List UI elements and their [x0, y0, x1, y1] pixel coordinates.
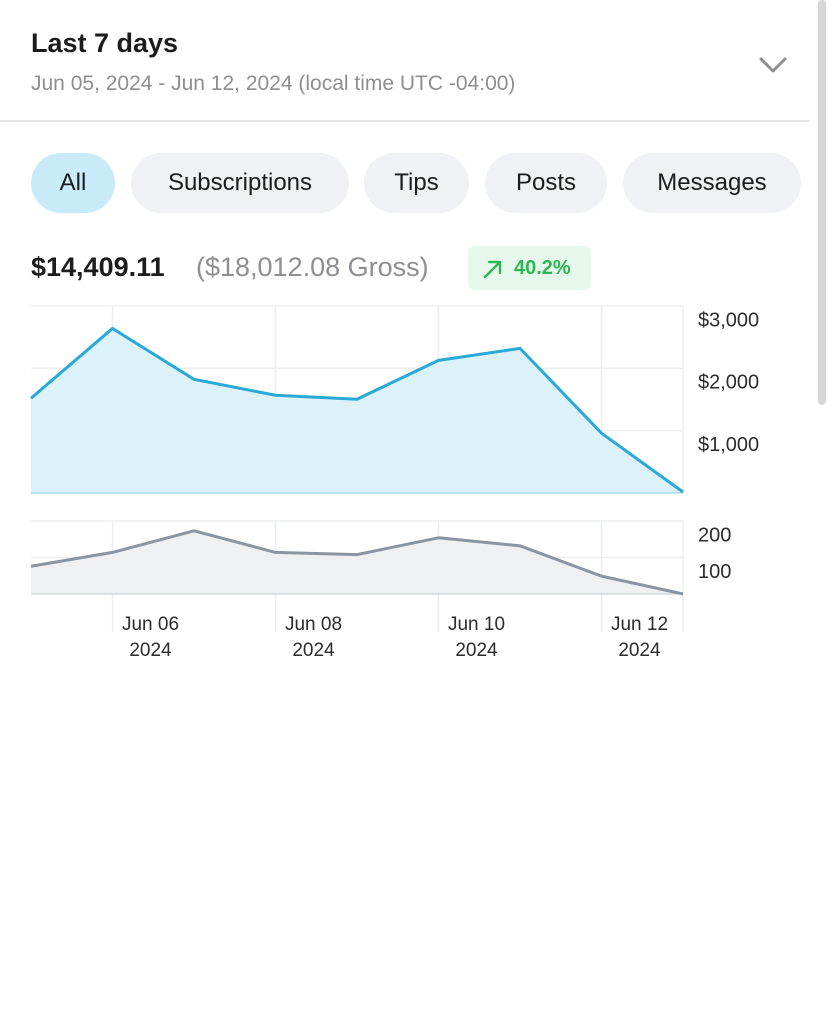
divider [0, 120, 810, 122]
y-tick-label: $1,000 [698, 434, 759, 456]
y-tick-label: $2,000 [698, 372, 759, 394]
change-value: 40.2% [514, 257, 571, 279]
area-fill [31, 530, 683, 594]
y-tick-label: $3,000 [698, 309, 759, 331]
title: Last 7 days [31, 28, 179, 58]
scrollbar [818, 0, 826, 405]
gross-amount: ($18,012.08 Gross) [196, 252, 429, 282]
x-tick-label: Jun 08 2024 [284, 614, 343, 661]
y-tick-label: 200 [698, 524, 731, 546]
y-tick-label: 100 [698, 561, 731, 583]
area-fill [31, 328, 683, 493]
arrow-up-right [483, 260, 502, 279]
x-tick-label: Jun 10 2024 [447, 614, 506, 661]
change-badge: 40.2% [468, 246, 591, 290]
subtitle: Jun 05, 2024 - Jun 12, 2024 (local time … [31, 72, 516, 95]
tab[interactable]: Subscriptions [131, 153, 349, 213]
area-line [30, 326, 684, 494]
chevron-down[interactable] [755, 52, 791, 78]
area-line [30, 529, 684, 596]
x-tick-label: Jun 12 2024 [610, 614, 669, 661]
tab[interactable]: Posts [485, 153, 607, 213]
tab[interactable]: Tips [364, 153, 469, 213]
net-amount: $14,409.11 [31, 252, 165, 282]
tab[interactable]: Messages [623, 153, 801, 213]
x-tick-label: Jun 06 2024 [121, 614, 180, 661]
tab[interactable]: All [31, 153, 115, 213]
charts: $1,000 $2,000 $3,000 100 200 [30, 305, 759, 632]
